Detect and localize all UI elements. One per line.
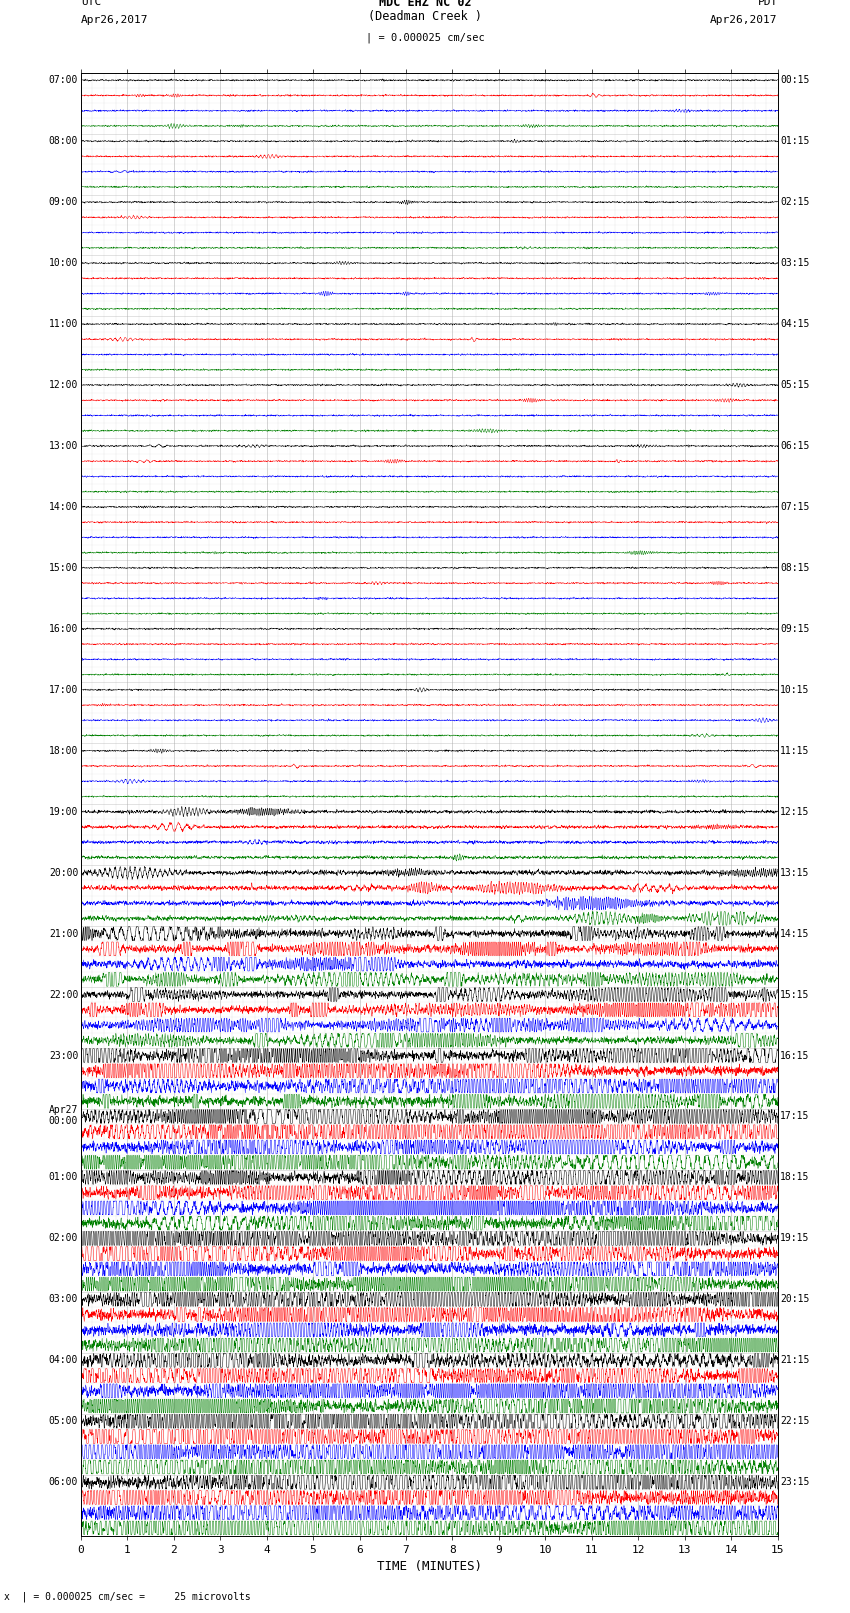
Text: 23:15: 23:15 bbox=[780, 1478, 810, 1487]
Text: 12:00: 12:00 bbox=[48, 381, 78, 390]
Text: UTC: UTC bbox=[81, 0, 101, 8]
Text: 15:00: 15:00 bbox=[48, 563, 78, 573]
Text: 16:00: 16:00 bbox=[48, 624, 78, 634]
Text: 21:00: 21:00 bbox=[48, 929, 78, 939]
Text: 10:15: 10:15 bbox=[780, 686, 810, 695]
Text: Apr27: Apr27 bbox=[48, 1105, 78, 1115]
Text: 06:00: 06:00 bbox=[48, 1478, 78, 1487]
Text: 09:15: 09:15 bbox=[780, 624, 810, 634]
Text: 05:15: 05:15 bbox=[780, 381, 810, 390]
Text: 08:15: 08:15 bbox=[780, 563, 810, 573]
Text: 08:00: 08:00 bbox=[48, 135, 78, 147]
Text: 09:00: 09:00 bbox=[48, 197, 78, 206]
Text: 22:00: 22:00 bbox=[48, 989, 78, 1000]
Text: 17:15: 17:15 bbox=[780, 1111, 810, 1121]
Text: 04:15: 04:15 bbox=[780, 319, 810, 329]
Text: 05:00: 05:00 bbox=[48, 1416, 78, 1426]
Text: (Deadman Creek ): (Deadman Creek ) bbox=[368, 10, 482, 24]
Text: 23:00: 23:00 bbox=[48, 1050, 78, 1060]
Text: Apr26,2017: Apr26,2017 bbox=[711, 15, 778, 26]
Text: 00:00: 00:00 bbox=[48, 1116, 78, 1126]
Text: 20:15: 20:15 bbox=[780, 1294, 810, 1305]
Text: 06:15: 06:15 bbox=[780, 440, 810, 452]
Text: 00:15: 00:15 bbox=[780, 76, 810, 85]
Text: 18:15: 18:15 bbox=[780, 1173, 810, 1182]
Text: 15:15: 15:15 bbox=[780, 989, 810, 1000]
Text: 11:15: 11:15 bbox=[780, 745, 810, 756]
Text: x  | = 0.000025 cm/sec =     25 microvolts: x | = 0.000025 cm/sec = 25 microvolts bbox=[4, 1592, 251, 1602]
Text: MDC EHZ NC 02: MDC EHZ NC 02 bbox=[379, 0, 471, 10]
Text: 14:00: 14:00 bbox=[48, 502, 78, 511]
Text: 03:15: 03:15 bbox=[780, 258, 810, 268]
Text: 16:15: 16:15 bbox=[780, 1050, 810, 1060]
Text: 14:15: 14:15 bbox=[780, 929, 810, 939]
Text: 04:00: 04:00 bbox=[48, 1355, 78, 1365]
Text: PDT: PDT bbox=[757, 0, 778, 8]
Text: 02:00: 02:00 bbox=[48, 1234, 78, 1244]
Text: | = 0.000025 cm/sec: | = 0.000025 cm/sec bbox=[366, 32, 484, 44]
Text: 13:15: 13:15 bbox=[780, 868, 810, 877]
Text: 19:15: 19:15 bbox=[780, 1234, 810, 1244]
Text: 03:00: 03:00 bbox=[48, 1294, 78, 1305]
Text: 13:00: 13:00 bbox=[48, 440, 78, 452]
Text: 19:00: 19:00 bbox=[48, 806, 78, 816]
Text: 12:15: 12:15 bbox=[780, 806, 810, 816]
Text: 10:00: 10:00 bbox=[48, 258, 78, 268]
Text: 20:00: 20:00 bbox=[48, 868, 78, 877]
Text: 11:00: 11:00 bbox=[48, 319, 78, 329]
Text: Apr26,2017: Apr26,2017 bbox=[81, 15, 148, 26]
X-axis label: TIME (MINUTES): TIME (MINUTES) bbox=[377, 1560, 482, 1573]
Text: 07:00: 07:00 bbox=[48, 76, 78, 85]
Text: 17:00: 17:00 bbox=[48, 686, 78, 695]
Text: 21:15: 21:15 bbox=[780, 1355, 810, 1365]
Text: 18:00: 18:00 bbox=[48, 745, 78, 756]
Text: 22:15: 22:15 bbox=[780, 1416, 810, 1426]
Text: 01:15: 01:15 bbox=[780, 135, 810, 147]
Text: 01:00: 01:00 bbox=[48, 1173, 78, 1182]
Text: 07:15: 07:15 bbox=[780, 502, 810, 511]
Text: 02:15: 02:15 bbox=[780, 197, 810, 206]
